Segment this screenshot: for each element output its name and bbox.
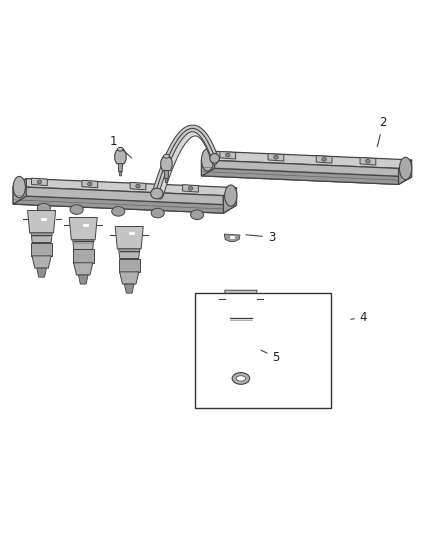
Polygon shape [36, 215, 52, 223]
Ellipse shape [322, 157, 326, 161]
Polygon shape [78, 222, 93, 230]
Polygon shape [32, 178, 47, 185]
Polygon shape [201, 160, 399, 184]
Ellipse shape [13, 176, 25, 198]
Ellipse shape [112, 207, 125, 216]
Polygon shape [316, 156, 332, 163]
Ellipse shape [117, 147, 124, 151]
Ellipse shape [136, 184, 140, 188]
Ellipse shape [37, 203, 50, 213]
Polygon shape [235, 357, 247, 367]
Polygon shape [32, 256, 51, 268]
Polygon shape [13, 187, 223, 213]
Ellipse shape [201, 149, 214, 171]
Polygon shape [13, 179, 26, 204]
Polygon shape [73, 240, 94, 249]
Polygon shape [399, 160, 412, 184]
Polygon shape [223, 188, 237, 213]
Ellipse shape [226, 154, 230, 157]
Text: 5: 5 [261, 350, 279, 364]
Ellipse shape [274, 156, 278, 159]
Polygon shape [164, 171, 169, 179]
Ellipse shape [37, 180, 42, 184]
Polygon shape [229, 316, 253, 327]
Polygon shape [31, 233, 52, 243]
Polygon shape [69, 217, 97, 240]
Ellipse shape [210, 154, 219, 163]
Polygon shape [78, 275, 88, 284]
Polygon shape [13, 196, 237, 213]
Ellipse shape [151, 208, 164, 218]
Polygon shape [13, 179, 237, 196]
Polygon shape [74, 263, 93, 275]
Polygon shape [28, 211, 56, 233]
Text: 1: 1 [110, 135, 131, 158]
Ellipse shape [232, 373, 250, 384]
Ellipse shape [70, 205, 83, 214]
Polygon shape [229, 327, 253, 342]
Polygon shape [201, 151, 412, 168]
Polygon shape [220, 151, 236, 159]
Polygon shape [360, 158, 376, 165]
Text: 2: 2 [378, 116, 387, 147]
Ellipse shape [399, 157, 412, 180]
Polygon shape [124, 284, 134, 293]
Polygon shape [120, 272, 139, 284]
Polygon shape [201, 151, 215, 176]
Polygon shape [225, 290, 257, 316]
Polygon shape [37, 268, 46, 277]
Polygon shape [224, 234, 240, 241]
Ellipse shape [225, 185, 237, 206]
Polygon shape [119, 259, 140, 272]
Polygon shape [119, 249, 140, 259]
Polygon shape [73, 249, 94, 263]
Polygon shape [119, 172, 122, 176]
Polygon shape [183, 184, 198, 192]
Polygon shape [124, 230, 139, 238]
Ellipse shape [151, 188, 163, 199]
Text: 4: 4 [351, 311, 367, 324]
Polygon shape [118, 164, 123, 172]
Ellipse shape [188, 187, 193, 190]
Ellipse shape [88, 182, 92, 186]
Polygon shape [31, 243, 52, 256]
Text: 3: 3 [246, 231, 275, 244]
Polygon shape [268, 154, 284, 161]
Ellipse shape [191, 210, 204, 220]
Polygon shape [201, 168, 412, 184]
Polygon shape [230, 342, 252, 357]
Ellipse shape [236, 376, 246, 381]
Polygon shape [115, 227, 143, 249]
Polygon shape [165, 179, 168, 183]
Ellipse shape [163, 155, 170, 158]
Polygon shape [130, 182, 146, 190]
Ellipse shape [366, 159, 370, 163]
Polygon shape [115, 150, 126, 164]
Polygon shape [161, 157, 172, 171]
Polygon shape [82, 180, 98, 188]
Bar [195, 293, 331, 408]
